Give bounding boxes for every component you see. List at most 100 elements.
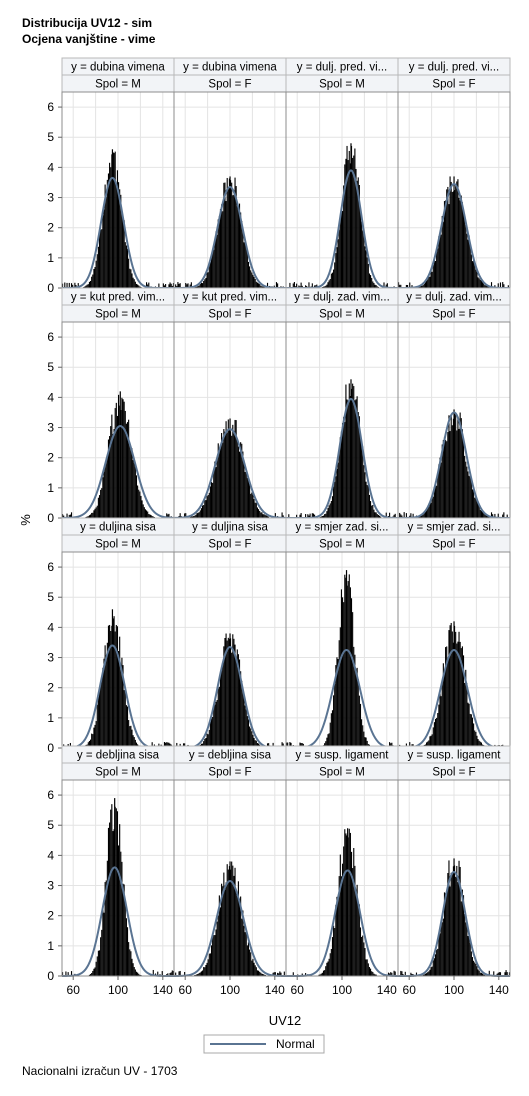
histogram-bar xyxy=(471,717,474,748)
histogram-bar xyxy=(423,283,425,288)
histogram-bar xyxy=(207,959,209,976)
histogram-bar xyxy=(441,215,443,288)
histogram-bar xyxy=(241,443,243,518)
histogram-bar xyxy=(189,516,191,518)
histogram-bar xyxy=(482,973,484,976)
histogram-bar xyxy=(443,674,446,748)
histogram-bar xyxy=(273,285,275,288)
histogram-bar xyxy=(432,727,434,748)
histogram-bar xyxy=(77,283,79,288)
histogram-bar xyxy=(161,971,163,976)
histogram-bar xyxy=(441,922,443,976)
histogram-bar xyxy=(305,973,307,976)
histogram-bar xyxy=(216,234,218,288)
histogram-bar xyxy=(247,719,250,748)
histogram-bar xyxy=(428,971,430,976)
x-tick-label: 140 xyxy=(377,983,397,997)
histogram-bar xyxy=(206,962,208,976)
x-tick-label: 60 xyxy=(67,983,81,997)
histogram-bar xyxy=(335,476,337,518)
histogram-bar xyxy=(232,865,234,976)
histogram-bar xyxy=(343,185,345,288)
histogram-bar xyxy=(412,513,414,518)
histogram-bar xyxy=(63,515,65,518)
histogram-bar xyxy=(422,285,424,288)
histogram-bar xyxy=(451,425,453,518)
histogram-bar xyxy=(244,471,246,518)
histogram-bar xyxy=(345,833,347,976)
histogram-bar xyxy=(311,513,313,518)
histogram-bar xyxy=(423,513,425,518)
histogram-bar xyxy=(68,514,70,518)
histogram-bar xyxy=(166,513,168,518)
histogram-bar xyxy=(95,961,97,976)
histogram-bar xyxy=(325,741,327,748)
histogram-bar xyxy=(104,463,106,518)
histogram-bar xyxy=(204,967,206,976)
histogram-bar xyxy=(107,625,110,748)
histogram-bar xyxy=(464,914,466,976)
histogram-bar xyxy=(473,960,475,976)
histogram-bar xyxy=(460,901,462,976)
histogram-bar xyxy=(135,971,138,976)
histogram-bar xyxy=(237,881,239,976)
histogram-bar xyxy=(355,671,357,748)
histogram-bar xyxy=(368,967,370,976)
histogram-bar xyxy=(334,683,336,748)
y-tick-label: 4 xyxy=(47,390,54,404)
panel-header-y-label: y = dulj. pred. vi... xyxy=(297,62,387,74)
histogram-bar xyxy=(367,263,369,288)
histogram-bar xyxy=(119,824,121,976)
histogram-bar xyxy=(477,277,479,288)
histogram-bar xyxy=(457,179,459,288)
histogram-bar xyxy=(70,283,73,288)
histogram-bar xyxy=(112,433,114,518)
histogram-bar xyxy=(456,181,458,288)
histogram-bar xyxy=(370,501,372,518)
histogram-bar xyxy=(319,974,321,976)
histogram-bar xyxy=(354,865,356,976)
histogram-bar xyxy=(212,937,214,976)
histogram-bar xyxy=(308,515,310,518)
histogram-bar xyxy=(339,215,341,288)
histogram-bar xyxy=(194,515,196,518)
histogram-bar xyxy=(110,167,112,288)
panel-header-y-label: y = smjer zad. si... xyxy=(408,522,501,534)
histogram-bar xyxy=(348,383,350,518)
histogram-bar xyxy=(140,495,142,518)
histogram-bar xyxy=(469,713,471,748)
histogram-bar xyxy=(478,505,480,518)
histogram-bar xyxy=(121,214,123,288)
histogram-bar xyxy=(386,283,388,288)
histogram-bar xyxy=(378,515,381,518)
histogram-bar xyxy=(324,514,326,518)
histogram-bar xyxy=(238,451,241,518)
histogram-bar xyxy=(274,972,276,976)
histogram-bar xyxy=(507,285,509,288)
histogram-bar xyxy=(251,492,253,518)
histogram-bar xyxy=(149,514,151,518)
histogram-bar xyxy=(422,514,424,518)
histogram-bar xyxy=(264,515,266,518)
histogram-bar xyxy=(350,143,352,288)
histogram-bar xyxy=(426,280,428,288)
histogram-bar xyxy=(457,417,459,518)
histogram-bar xyxy=(253,737,255,748)
histogram-bar xyxy=(215,929,217,976)
histogram-bar xyxy=(449,625,451,748)
histogram-bar xyxy=(234,644,236,748)
histogram-bar xyxy=(349,832,351,976)
histogram-bar xyxy=(263,514,265,518)
histogram-bar xyxy=(451,191,453,288)
histogram-bar xyxy=(256,507,258,518)
histogram-bar xyxy=(428,506,430,518)
histogram-bar xyxy=(307,514,309,518)
histogram-bar xyxy=(235,657,237,748)
histogram-bar xyxy=(311,283,313,288)
histogram-bar xyxy=(449,176,451,288)
histogram-bar xyxy=(465,922,467,976)
histogram-bar xyxy=(324,970,326,976)
histogram-bar xyxy=(221,204,223,288)
histogram-bar xyxy=(478,970,480,976)
histogram-bar xyxy=(226,640,228,748)
